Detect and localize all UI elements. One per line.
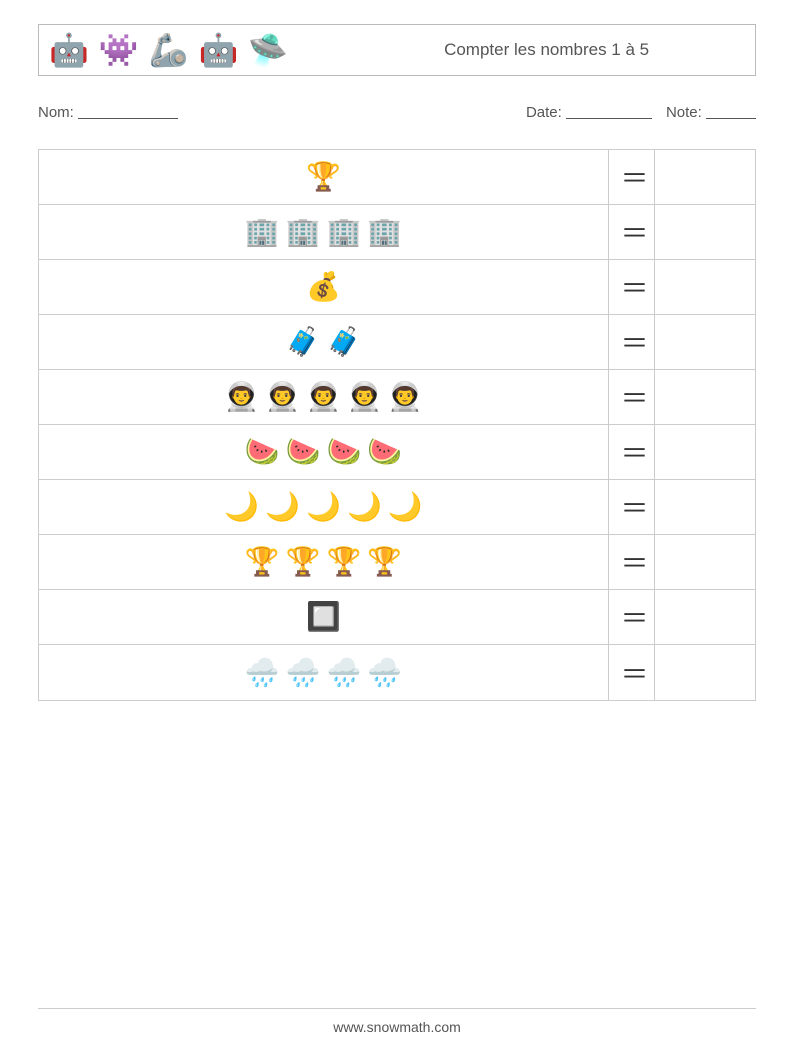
count-icon: 🌙 xyxy=(306,493,341,521)
count-icon: 🌧️ xyxy=(327,659,362,687)
icon-cell: 💰 xyxy=(39,260,609,314)
count-icon: 🌧️ xyxy=(367,659,402,687)
count-icon: 🧳 xyxy=(327,328,362,356)
table-row: 🏆🏆🏆🏆＝ xyxy=(39,535,755,590)
table-row: 🌧️🌧️🌧️🌧️＝ xyxy=(39,645,755,700)
count-icon: 🍉 xyxy=(286,438,321,466)
answer-cell[interactable] xyxy=(655,425,755,479)
answer-cell[interactable] xyxy=(655,260,755,314)
table-row: 👨‍🚀👨‍🚀👨‍🚀👨‍🚀👨‍🚀＝ xyxy=(39,370,755,425)
table-row: 🔲＝ xyxy=(39,590,755,645)
worksheet-table: 🏆＝🏢🏢🏢🏢＝💰＝🧳🧳＝👨‍🚀👨‍🚀👨‍🚀👨‍🚀👨‍🚀＝🍉🍉🍉🍉＝🌙🌙🌙🌙🌙＝🏆… xyxy=(38,149,756,701)
answer-cell[interactable] xyxy=(655,205,755,259)
robot-icon: 🤖 xyxy=(199,34,239,66)
count-icon: 🏆 xyxy=(327,548,362,576)
count-icon: 🍉 xyxy=(245,438,280,466)
name-blank[interactable] xyxy=(78,118,178,119)
date-blank[interactable] xyxy=(566,118,652,119)
header-box: 🤖 👾 🦾 🤖 🛸 Compter les nombres 1 à 5 xyxy=(38,24,756,76)
answer-cell[interactable] xyxy=(655,535,755,589)
icon-cell: 🔲 xyxy=(39,590,609,644)
note-blank[interactable] xyxy=(706,118,756,119)
equals-cell: ＝ xyxy=(609,645,655,700)
count-icon: 👨‍🚀 xyxy=(265,383,300,411)
count-icon: 👨‍🚀 xyxy=(347,383,382,411)
count-icon: 🌙 xyxy=(388,493,423,521)
equals-cell: ＝ xyxy=(609,315,655,369)
equals-cell: ＝ xyxy=(609,425,655,479)
count-icon: 🏢 xyxy=(367,218,402,246)
count-icon: 🌧️ xyxy=(245,659,280,687)
answer-cell[interactable] xyxy=(655,150,755,204)
equals-cell: ＝ xyxy=(609,535,655,589)
count-icon: 🏆 xyxy=(245,548,280,576)
robot-icon: 🤖 xyxy=(49,34,89,66)
count-icon: 🧳 xyxy=(286,328,321,356)
count-icon: 🍉 xyxy=(327,438,362,466)
count-icon: 👨‍🚀 xyxy=(388,383,423,411)
count-icon: 🏢 xyxy=(286,218,321,246)
answer-cell[interactable] xyxy=(655,590,755,644)
info-fields: Nom: Date: Note: xyxy=(38,104,756,121)
table-row: 🍉🍉🍉🍉＝ xyxy=(39,425,755,480)
icon-cell: 🏆 xyxy=(39,150,609,204)
date-label: Date: xyxy=(526,104,562,121)
name-label: Nom: xyxy=(38,104,74,121)
table-row: 🌙🌙🌙🌙🌙＝ xyxy=(39,480,755,535)
equals-cell: ＝ xyxy=(609,205,655,259)
count-icon: 🌙 xyxy=(224,493,259,521)
robot-icon: 🦾 xyxy=(149,34,189,66)
answer-cell[interactable] xyxy=(655,480,755,534)
count-icon: 👨‍🚀 xyxy=(306,383,341,411)
count-icon: 🌙 xyxy=(265,493,300,521)
worksheet-title: Compter les nombres 1 à 5 xyxy=(348,40,745,60)
count-icon: 🌙 xyxy=(347,493,382,521)
equals-cell: ＝ xyxy=(609,370,655,424)
table-row: 🏢🏢🏢🏢＝ xyxy=(39,205,755,260)
header-robots: 🤖 👾 🦾 🤖 🛸 xyxy=(49,34,288,66)
icon-cell: 🌧️🌧️🌧️🌧️ xyxy=(39,645,609,700)
robot-icon: 👾 xyxy=(99,34,139,66)
table-row: 🏆＝ xyxy=(39,150,755,205)
answer-cell[interactable] xyxy=(655,315,755,369)
count-icon: 🏢 xyxy=(327,218,362,246)
count-icon: 🏢 xyxy=(245,218,280,246)
count-icon: 🏆 xyxy=(367,548,402,576)
icon-cell: 🏆🏆🏆🏆 xyxy=(39,535,609,589)
count-icon: 🏆 xyxy=(306,163,341,191)
footer-url: www.snowmath.com xyxy=(333,1019,461,1035)
icon-cell: 👨‍🚀👨‍🚀👨‍🚀👨‍🚀👨‍🚀 xyxy=(39,370,609,424)
equals-cell: ＝ xyxy=(609,150,655,204)
equals-cell: ＝ xyxy=(609,590,655,644)
equals-cell: ＝ xyxy=(609,480,655,534)
count-icon: 🔲 xyxy=(306,603,341,631)
icon-cell: 🌙🌙🌙🌙🌙 xyxy=(39,480,609,534)
note-label: Note: xyxy=(666,104,702,121)
icon-cell: 🧳🧳 xyxy=(39,315,609,369)
robot-icon: 🛸 xyxy=(248,34,288,66)
count-icon: 💰 xyxy=(306,273,341,301)
icon-cell: 🍉🍉🍉🍉 xyxy=(39,425,609,479)
table-row: 💰＝ xyxy=(39,260,755,315)
table-row: 🧳🧳＝ xyxy=(39,315,755,370)
count-icon: 🌧️ xyxy=(286,659,321,687)
footer: www.snowmath.com xyxy=(38,1008,756,1035)
equals-cell: ＝ xyxy=(609,260,655,314)
icon-cell: 🏢🏢🏢🏢 xyxy=(39,205,609,259)
count-icon: 🏆 xyxy=(286,548,321,576)
count-icon: 👨‍🚀 xyxy=(224,383,259,411)
answer-cell[interactable] xyxy=(655,645,755,700)
count-icon: 🍉 xyxy=(367,438,402,466)
answer-cell[interactable] xyxy=(655,370,755,424)
